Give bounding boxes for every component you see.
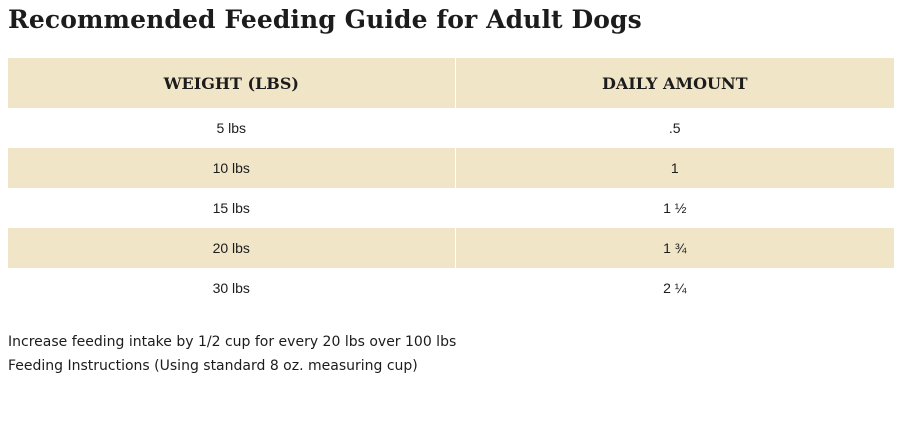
weight-cell: 10 lbs (8, 148, 455, 188)
weight-cell: 15 lbs (8, 188, 455, 228)
column-header-weight: WEIGHT (LBS) (8, 58, 455, 108)
daily-amount-cell: 1 ¾ (454, 228, 894, 268)
daily-amount-cell: .5 (454, 108, 894, 148)
feeding-guide-table: WEIGHT (LBS) DAILY AMOUNT 5 lbs .5 10 lb… (8, 58, 894, 308)
table-row: 20 lbs 1 ¾ (8, 228, 894, 268)
weight-cell: 30 lbs (8, 268, 455, 308)
daily-amount-cell: 1 ½ (454, 188, 894, 228)
page-title: Recommended Feeding Guide for Adult Dogs (8, 5, 642, 34)
column-header-daily-amount: DAILY AMOUNT (454, 58, 894, 108)
table-header-row: WEIGHT (LBS) DAILY AMOUNT (8, 58, 894, 108)
table-row: 30 lbs 2 ¼ (8, 268, 894, 308)
daily-amount-cell: 2 ¼ (454, 268, 894, 308)
table-row: 5 lbs .5 (8, 108, 894, 148)
daily-amount-cell: 1 (454, 148, 894, 188)
table-row: 15 lbs 1 ½ (8, 188, 894, 228)
feeding-notes: Increase feeding intake by 1/2 cup for e… (8, 330, 456, 378)
feeding-increase-note: Increase feeding intake by 1/2 cup for e… (8, 334, 457, 350)
weight-cell: 5 lbs (8, 108, 455, 148)
table-row: 10 lbs 1 (8, 148, 894, 188)
weight-cell: 20 lbs (8, 228, 455, 268)
feeding-instructions-note: Feeding Instructions (Using standard 8 o… (8, 358, 418, 374)
